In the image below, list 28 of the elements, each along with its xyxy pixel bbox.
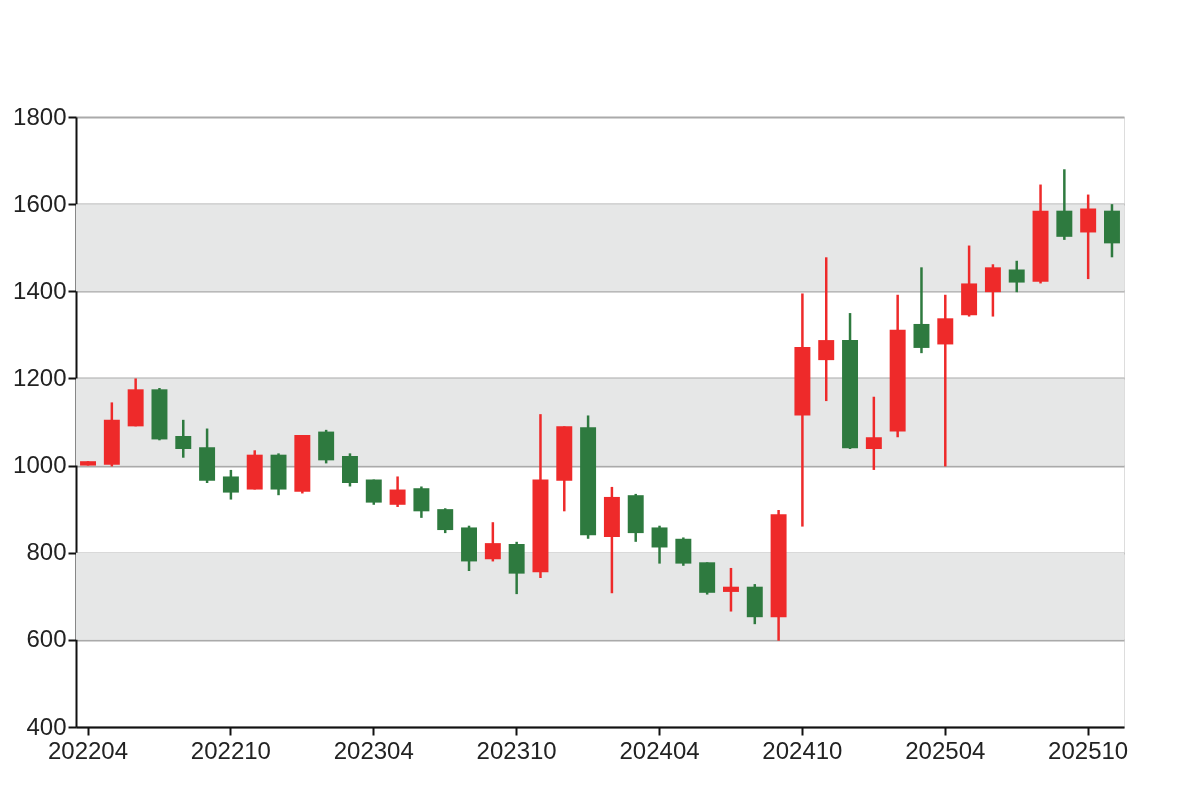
x-tick-label: 202410 xyxy=(762,736,843,764)
y-tick-label: 1600 xyxy=(13,189,67,217)
y-tick-label: 800 xyxy=(26,538,67,566)
x-tick-label: 202510 xyxy=(1048,736,1129,764)
x-tick-label: 202504 xyxy=(905,736,986,764)
candlestick xyxy=(1008,259,1025,294)
x-tick-label: 202210 xyxy=(190,736,271,764)
x-tick-label: 202404 xyxy=(619,736,700,764)
y-tick-label: 1800 xyxy=(13,102,67,130)
candlestick xyxy=(389,475,406,509)
y-tick-label: 1400 xyxy=(13,276,67,304)
candlestick xyxy=(484,520,501,563)
candlestick xyxy=(913,266,930,355)
y-tick-label: 1200 xyxy=(13,363,67,391)
y-tick-label: 1000 xyxy=(13,451,67,479)
candlestick xyxy=(222,468,239,501)
candlestick xyxy=(437,507,454,535)
y-tick-label: 600 xyxy=(26,625,67,653)
candlestick xyxy=(651,524,668,565)
candlestick xyxy=(175,418,192,459)
candlestick xyxy=(818,256,835,403)
candlestick xyxy=(865,395,882,472)
candlestick xyxy=(1080,193,1097,281)
x-tick-label: 202304 xyxy=(333,736,414,764)
x-tick-label: 202310 xyxy=(476,736,557,764)
candlestick xyxy=(722,566,739,613)
candlestick xyxy=(365,478,382,507)
candlestick xyxy=(413,485,430,520)
